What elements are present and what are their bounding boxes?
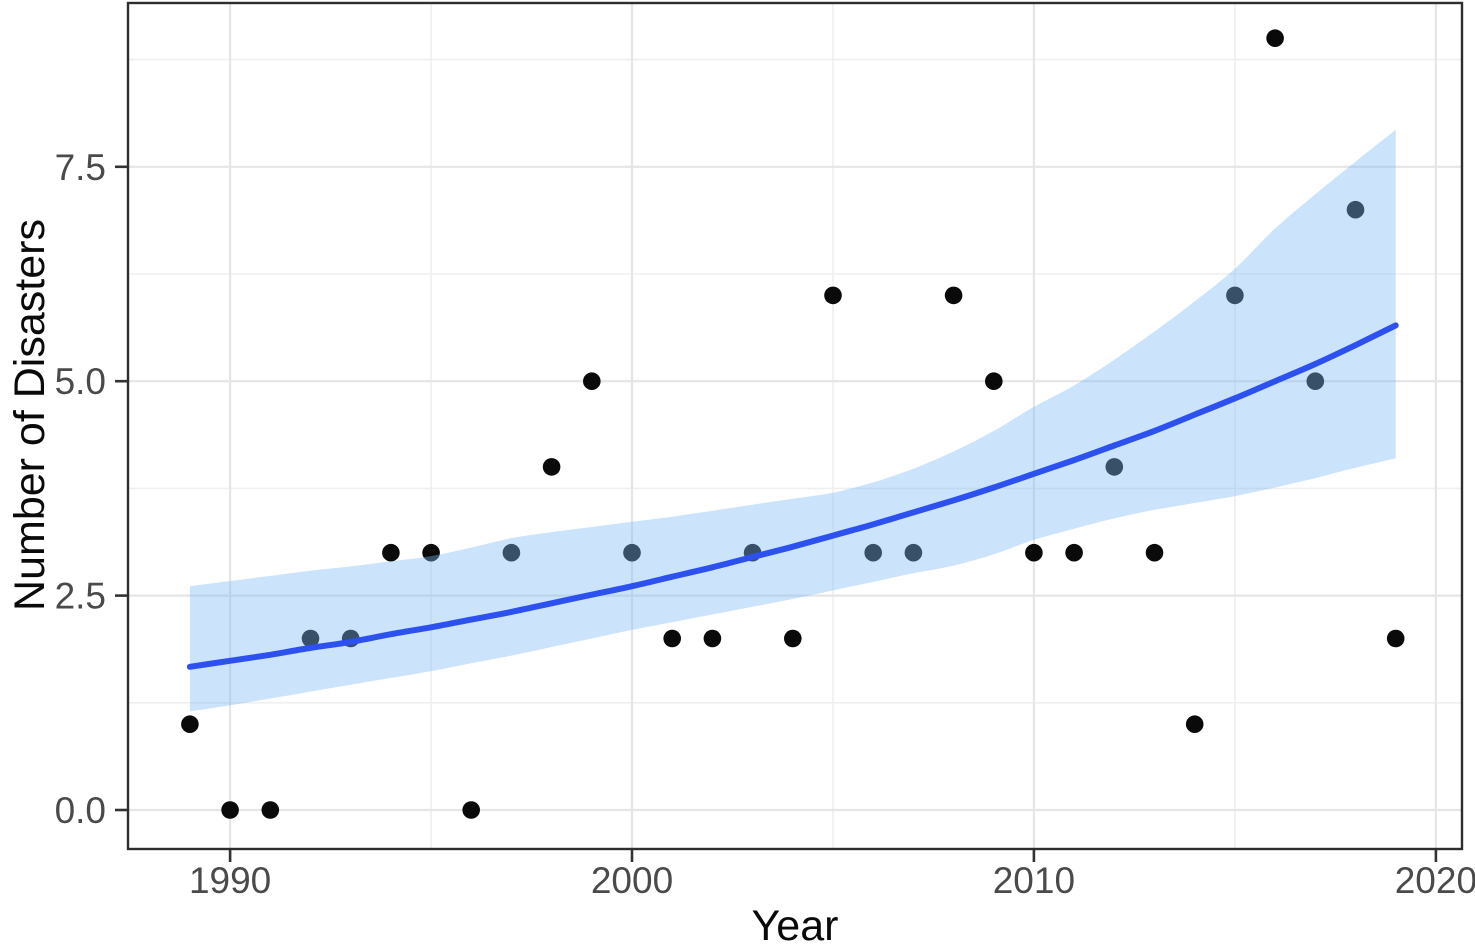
data-point: [301, 629, 320, 648]
y-tick-label: 2.5: [55, 576, 106, 617]
data-point: [1386, 629, 1405, 648]
y-tick-label: 0.0: [55, 790, 106, 831]
data-point: [583, 372, 601, 391]
data-point: [261, 801, 280, 819]
data-point: [703, 629, 722, 648]
panel-border: [126, 1, 1464, 851]
data-point: [502, 543, 521, 562]
y-tick-label: 5.0: [55, 361, 106, 402]
data-point: [663, 629, 681, 648]
panel-background: [128, 3, 1462, 849]
data-point: [1185, 715, 1204, 733]
data-point: [824, 286, 842, 305]
data-point: [985, 372, 1003, 391]
y-axis: 0.0 2.5 5.0 7.5: [55, 147, 127, 831]
data-point: [382, 543, 400, 562]
data-point: [1306, 372, 1325, 391]
data-point: [462, 801, 481, 819]
grid-major-lines: [128, 3, 1462, 849]
data-point: [181, 715, 199, 733]
trend-line: [186, 322, 1399, 670]
data-points-layer: [181, 29, 1405, 819]
data-point: [864, 543, 882, 562]
data-point: [1226, 286, 1244, 305]
data-point: [784, 629, 802, 648]
x-tick-label: 1990: [189, 860, 271, 901]
data-point: [1346, 200, 1365, 219]
data-point: [1065, 543, 1083, 562]
data-point: [422, 543, 440, 562]
x-tick-label: 2000: [591, 860, 673, 901]
x-tick-label: 2020: [1395, 860, 1475, 901]
x-axis-title: Year: [752, 902, 839, 947]
data-point: [623, 543, 641, 562]
x-tick-label: 2010: [993, 860, 1075, 901]
data-point: [1145, 543, 1164, 562]
y-tick-label: 7.5: [55, 147, 106, 188]
confidence-band: [189, 129, 1396, 712]
data-point: [542, 458, 561, 476]
data-point: [1105, 458, 1124, 476]
y-axis-title: Number of Disasters: [6, 219, 54, 611]
data-point: [1266, 29, 1284, 47]
x-axis: 1990 2000 2010 2020: [189, 850, 1475, 901]
data-point: [1025, 543, 1043, 562]
data-point: [904, 543, 923, 562]
data-point: [221, 801, 239, 819]
data-point: [944, 286, 963, 305]
grid-minor-lines: [128, 3, 1462, 849]
